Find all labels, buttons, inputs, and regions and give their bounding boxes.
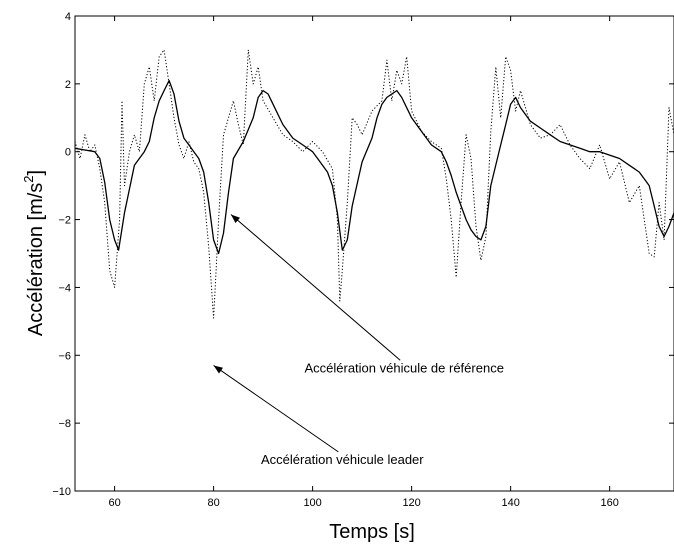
annotation-label: Accélération véhicule de référence: [304, 360, 503, 375]
y-tick-label: −4: [58, 282, 71, 294]
annotation-arrow-head: [230, 214, 240, 223]
y-axis-ticks: −10 −8 −6 −4 −2 0 2 4: [52, 11, 674, 498]
y-axis-title-main: Accélération [m/s: [25, 183, 47, 336]
x-tick-label: 60: [108, 497, 120, 509]
x-axis-ticks: 60 80 100 120 140 160: [108, 16, 619, 509]
y-axis-title: Accélération [m/s2]: [21, 170, 47, 336]
x-axis-title: Temps [s]: [329, 521, 415, 543]
y-tick-label: 2: [65, 79, 71, 91]
annotation-arrow-line: [230, 214, 401, 361]
y-tick-label: −2: [58, 215, 71, 227]
series-layer: [74, 49, 674, 319]
y-tick-label: −8: [58, 418, 71, 430]
y-tick-label: 0: [65, 147, 71, 159]
series-line-leader: [74, 49, 674, 319]
annotation-arrow-head: [213, 365, 223, 374]
x-tick-label: 80: [207, 497, 219, 509]
plot-frame: [74, 15, 674, 492]
x-tick-label: 100: [303, 497, 321, 509]
annotation-layer: Accélération véhicule de référence Accélé…: [213, 214, 504, 467]
y-axis-title-end: ]: [25, 170, 47, 176]
y-axis-title-superscript: 2: [21, 175, 36, 182]
x-tick-label: 160: [600, 497, 618, 509]
series-line-reference: [74, 79, 674, 255]
y-tick-label: 4: [65, 11, 71, 23]
y-tick-label: −6: [58, 350, 71, 362]
y-tick-label: −10: [52, 486, 71, 498]
x-tick-label: 140: [501, 497, 519, 509]
annotation-arrow-line: [213, 365, 339, 453]
annotation-label: Accélération véhicule leader: [261, 452, 424, 467]
x-tick-label: 120: [402, 497, 420, 509]
